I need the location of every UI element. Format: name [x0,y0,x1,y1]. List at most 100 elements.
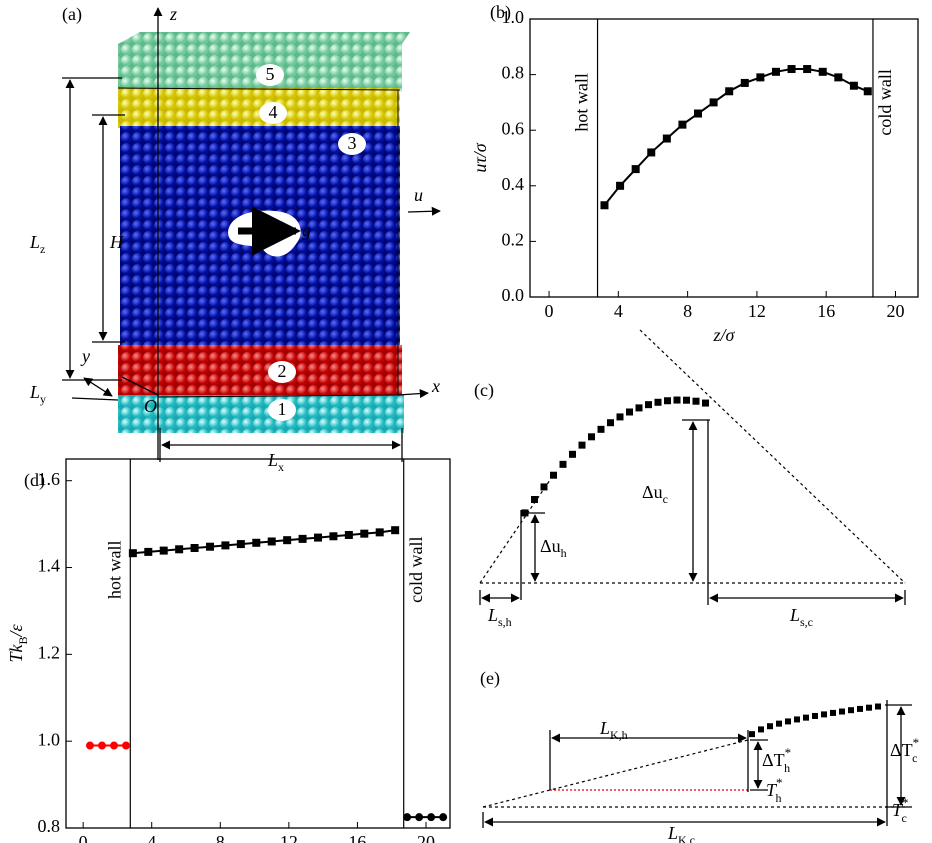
x-tick-label: 12 [748,301,766,321]
layer-number: 3 [348,133,357,153]
y-tick-label: 1.2 [38,642,61,662]
data-point [771,67,780,76]
kapitza-label: T* h [766,775,783,805]
schematic-point [830,709,836,716]
kapitza-label-sub: K,c [678,833,695,843]
x-tick-label: 4 [614,301,623,321]
schematic-point [673,396,681,404]
slip-label-base: Δu [642,482,663,502]
y-tick-label: 0.0 [502,285,525,305]
axis-name: g [302,220,311,240]
data-point [415,813,424,822]
y-tick-label: 0.6 [502,118,525,138]
kapitza-label-sub: h [784,761,790,775]
axis-name: x [431,376,440,396]
schematic-point [654,398,662,406]
y-tick-label: 1.4 [38,556,61,576]
slip-label: Δuc [642,482,668,506]
data-point [849,81,858,90]
data-point [190,543,199,552]
data-point [647,148,656,157]
data-point [329,532,338,541]
schematic-point [848,707,854,714]
kapitza-label-base: ΔT [762,750,785,770]
data-point [678,120,687,129]
kapitza-label-base: T [766,780,778,800]
kapitza-label-sup: * [785,745,792,760]
panel-label: (c) [474,380,494,401]
schematic-point [550,471,557,479]
schematic-point [857,705,863,712]
slip-schematic [479,329,906,605]
data-point [427,813,436,822]
schematic-point [749,731,755,738]
x-tick-label: 0 [79,832,88,843]
data-point [298,534,307,543]
dimension-label-sub: z [40,242,45,256]
slip-label-base: L [789,605,800,625]
axis-name: O [144,396,157,416]
data-point [803,65,812,74]
kapitza-label: ΔT* c [890,735,919,765]
data-point [631,165,640,174]
x-axis-title: z/σ [713,325,736,345]
kapitza-label: LK,c [667,823,695,843]
data-point [694,109,703,118]
panel-label: (d) [24,470,45,491]
schematic-point [776,720,782,727]
y-axis-title-base: Tk [6,644,26,663]
dimension-label: Ly [29,382,46,406]
y-tick-label: 0.8 [502,63,525,83]
data-point [110,741,118,750]
data-point [818,67,827,76]
y-axis-title-sub: B [16,637,30,645]
x-tick-label: 20 [417,832,435,843]
kapitza-label: LK,h [599,718,628,742]
dimension-label-base: H [109,232,124,252]
y-tick-label: 0.2 [502,230,525,250]
schematic-point [866,704,872,711]
slip-label-base: L [487,605,498,625]
data-point [122,741,130,750]
y-axis-title-base: uτ/σ [470,142,490,172]
data-point [709,98,718,107]
y-tick-label: 1.6 [38,469,61,489]
data-point [787,65,796,74]
kapitza-label-sup: * [913,735,920,750]
plot-frame [529,18,919,298]
x-tick-label: 20 [886,301,904,321]
slip-label: Δuh [540,536,567,560]
data-point [128,549,137,558]
schematic-point [597,425,605,433]
kapitza-label-sup: * [902,795,909,810]
schematic-point [821,711,827,718]
kapitza-label-base: L [667,823,678,843]
schematic-point [785,718,791,725]
panel-label: (e) [480,668,500,689]
x-tick-label: 12 [280,832,298,843]
schematic-point [559,460,567,468]
schematic-point [531,496,538,504]
kapitza-label-sub: c [912,751,917,765]
schematic-point [569,450,576,458]
kapitza-label-base: L [599,718,610,738]
schematic-point [616,413,624,421]
dimension-label-sub: y [40,392,46,406]
kapitza-label: ΔT* h [762,745,791,775]
slip-label-sub: c [663,492,668,506]
x-tick-label: 16 [817,301,835,321]
schematic-point [521,509,529,517]
data-point [159,546,168,555]
data-point [375,528,384,537]
x-tick-label: 8 [683,301,692,321]
dimension-label-base: L [29,382,40,402]
data-point [616,181,625,190]
data-point [360,529,369,538]
layer-number: 2 [278,361,287,381]
data-point [863,87,872,96]
schematic-point [794,716,800,723]
y-axis-title-rest: /ε [6,624,26,638]
data-point [740,78,749,87]
kapitza-label-sub: c [902,811,907,825]
